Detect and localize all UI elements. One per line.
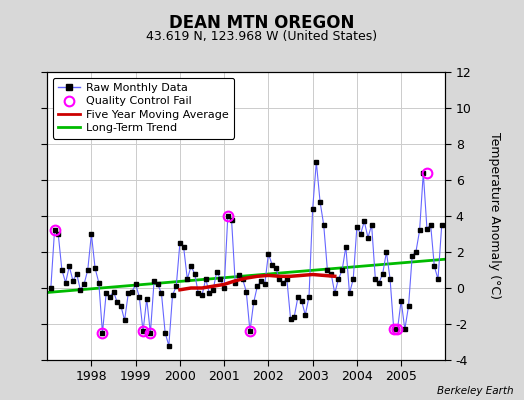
Legend: Raw Monthly Data, Quality Control Fail, Five Year Moving Average, Long-Term Tren: Raw Monthly Data, Quality Control Fail, … (53, 78, 234, 139)
Text: 43.619 N, 123.968 W (United States): 43.619 N, 123.968 W (United States) (146, 30, 378, 43)
Y-axis label: Temperature Anomaly (°C): Temperature Anomaly (°C) (488, 132, 501, 300)
Text: Berkeley Earth: Berkeley Earth (437, 386, 514, 396)
Text: DEAN MTN OREGON: DEAN MTN OREGON (169, 14, 355, 32)
